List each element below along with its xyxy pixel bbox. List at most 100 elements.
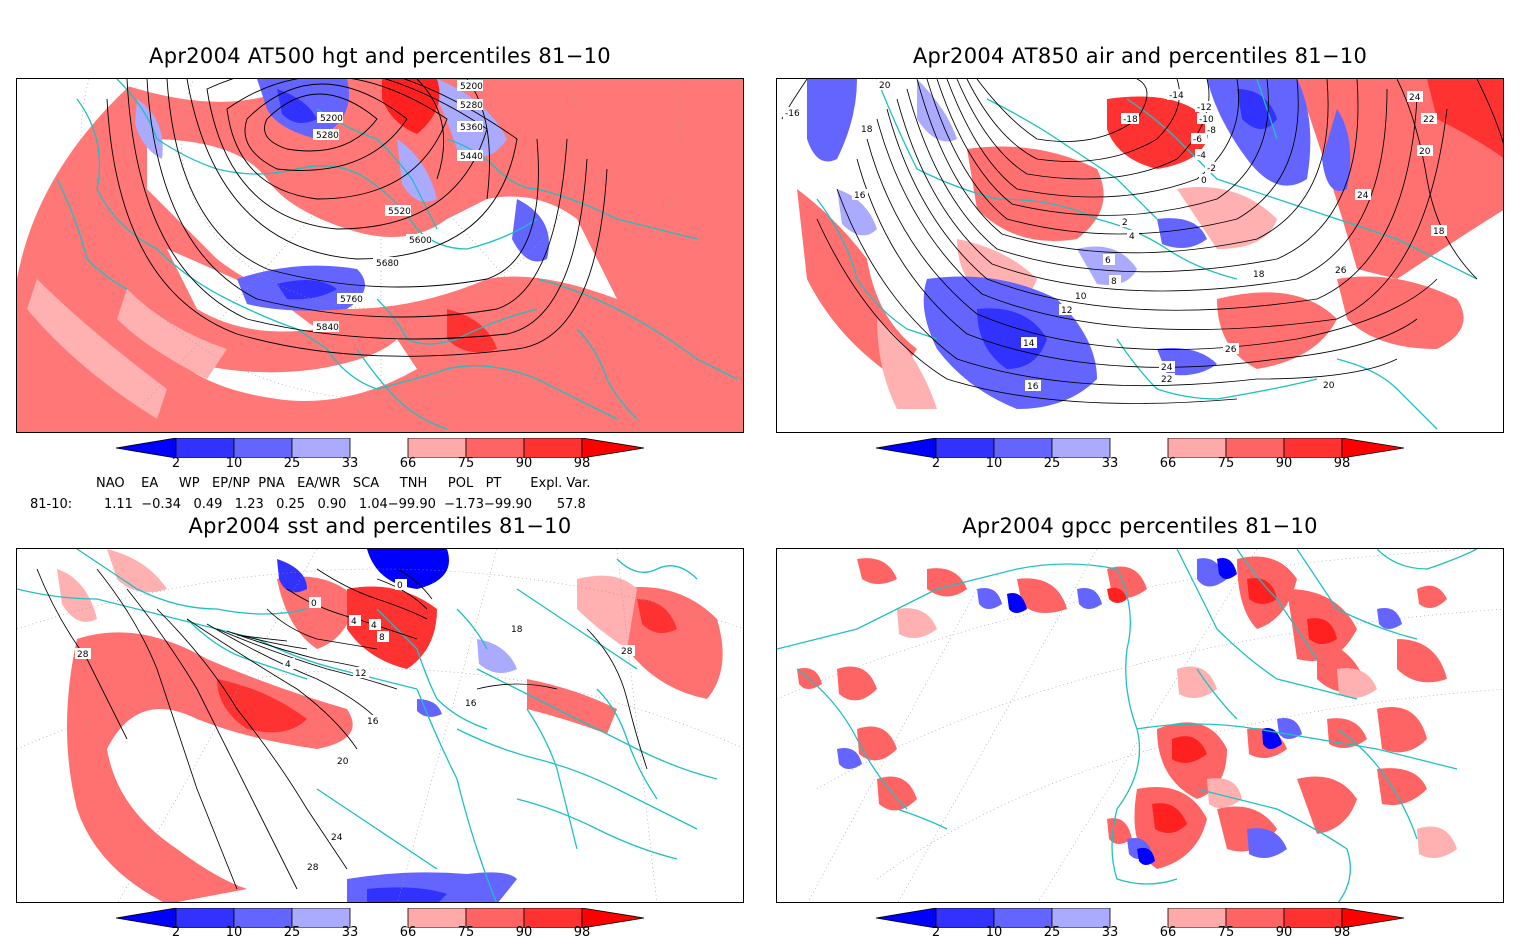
svg-text:-6: -6 xyxy=(1193,135,1202,145)
svg-text:18: 18 xyxy=(511,625,523,635)
contour-label-m2: -2 xyxy=(1205,162,1221,174)
colorbar-sst xyxy=(116,908,644,928)
svg-text:5360: 5360 xyxy=(460,123,483,133)
svg-text:5280: 5280 xyxy=(316,131,339,141)
colorbar-air850 xyxy=(876,438,1404,458)
contour-label-20b: 20 xyxy=(1321,379,1337,391)
contour-label-14: 14 xyxy=(1021,337,1037,349)
colorbar-sst-label-75: 75 xyxy=(457,925,475,940)
colorbar-hgt500-label-90: 90 xyxy=(515,456,533,471)
svg-text:10: 10 xyxy=(1075,292,1087,302)
svg-text:24: 24 xyxy=(1161,363,1173,373)
colorbar-hgt500-label-33: 33 xyxy=(341,456,359,471)
contour-label-22a: 22 xyxy=(1159,373,1175,385)
colorbar-gpcc-label-98: 98 xyxy=(1333,925,1351,940)
svg-text:28: 28 xyxy=(77,650,89,660)
colorbar-gpcc-label-2: 2 xyxy=(931,925,941,940)
panel-title-hgt500: Apr2004 AT500 hgt and percentiles 81−10 xyxy=(149,44,611,68)
svg-text:-12: -12 xyxy=(1197,103,1212,113)
svg-text:5200: 5200 xyxy=(460,82,483,92)
svg-text:16: 16 xyxy=(367,717,379,727)
colorbar-sst-label-66: 66 xyxy=(399,925,417,940)
sst-label-28a: 28 xyxy=(75,648,91,660)
sst-label-0a: 0 xyxy=(309,597,321,609)
contour-label-18c: 18 xyxy=(1431,225,1447,237)
svg-text:26: 26 xyxy=(1225,345,1237,355)
contour-label-m10: -10 xyxy=(1197,113,1215,125)
contour-label-10: 10 xyxy=(1073,290,1089,302)
svg-text:20: 20 xyxy=(1323,381,1335,391)
svg-text:14: 14 xyxy=(1023,339,1035,349)
contour-label-24c: 24 xyxy=(1407,91,1423,103)
colorbar-gpcc-label-33: 33 xyxy=(1101,925,1119,940)
svg-text:8: 8 xyxy=(1111,277,1117,287)
colorbar-hgt500-label-75: 75 xyxy=(457,456,475,471)
svg-text:4: 4 xyxy=(285,660,291,670)
svg-text:28: 28 xyxy=(307,863,319,873)
contour-label-5200-a: 5200 xyxy=(457,80,483,92)
svg-text:24: 24 xyxy=(1357,191,1369,201)
contour-label-18b: 18 xyxy=(1251,268,1267,280)
contour-label-m16: -16 xyxy=(783,107,801,119)
contour-label-5440: 5440 xyxy=(457,150,483,162)
contour-label-5760: 5760 xyxy=(337,293,363,305)
map-panel-hgt500: 5200 5280 5360 5440 5200 5280 5520 5600 … xyxy=(16,78,744,433)
indices-header: NAO EA WP EP/NP PNA EA/WR SCA TNH POL PT… xyxy=(96,476,591,491)
map-hgt500: 5200 5280 5360 5440 5200 5280 5520 5600 … xyxy=(17,79,743,432)
indices-row-label: 81-10: xyxy=(30,497,73,512)
svg-text:-10: -10 xyxy=(1199,115,1214,125)
svg-text:-4: -4 xyxy=(1197,151,1206,161)
svg-text:4: 4 xyxy=(1129,232,1135,242)
svg-text:0: 0 xyxy=(1201,176,1207,186)
contour-label-5520: 5520 xyxy=(385,205,411,217)
map-panel-sst: 28 0 0 4 4 8 4 12 16 20 24 28 16 18 28 xyxy=(16,548,744,903)
svg-text:5760: 5760 xyxy=(340,295,363,305)
svg-text:-18: -18 xyxy=(1123,115,1138,125)
colorbar-hgt500-label-98: 98 xyxy=(573,456,591,471)
contour-label-5360: 5360 xyxy=(457,121,483,133)
svg-text:2: 2 xyxy=(1122,218,1128,228)
svg-text:26: 26 xyxy=(1335,266,1347,276)
svg-text:20: 20 xyxy=(337,757,349,767)
sst-label-4a: 4 xyxy=(349,615,361,627)
colorbar-hgt500-label-10: 10 xyxy=(225,456,243,471)
map-panel-air850: -16 20 18 16 -14 -12 -10 -8 -6 -4 -2 0 2… xyxy=(776,78,1504,433)
sst-label-4b: 4 xyxy=(369,619,381,631)
contour-label-5840: 5840 xyxy=(313,321,339,333)
colorbar-sst-label-2: 2 xyxy=(171,925,181,940)
contour-label-18a: 18 xyxy=(859,123,875,135)
colorbar-gpcc-label-10: 10 xyxy=(985,925,1003,940)
contour-label-24a: 24 xyxy=(1159,361,1175,373)
contour-label-m14: -14 xyxy=(1167,89,1185,101)
svg-text:0: 0 xyxy=(311,599,317,609)
map-gpcc xyxy=(777,549,1503,902)
contour-label-20c: 20 xyxy=(1417,145,1433,157)
svg-text:20: 20 xyxy=(879,81,891,91)
contour-label-m12: -12 xyxy=(1195,101,1213,113)
svg-text:-8: -8 xyxy=(1207,126,1216,136)
contour-label-m8: -8 xyxy=(1205,124,1221,136)
svg-text:4: 4 xyxy=(371,621,377,631)
contour-label-16a: 16 xyxy=(852,189,868,201)
sst-label-28c: 28 xyxy=(619,645,635,657)
contour-label-22b: 22 xyxy=(1421,113,1437,125)
colorbar-air850-label-33: 33 xyxy=(1101,456,1119,471)
colorbar-air850-label-10: 10 xyxy=(985,456,1003,471)
contour-label-0: 0 xyxy=(1199,174,1211,186)
colorbar-hgt500-label-25: 25 xyxy=(283,456,301,471)
sst-label-0b: 0 xyxy=(395,579,407,591)
svg-text:20: 20 xyxy=(1419,147,1431,157)
contour-label-6: 6 xyxy=(1103,254,1115,266)
svg-text:24: 24 xyxy=(1409,93,1421,103)
svg-text:18: 18 xyxy=(1433,227,1445,237)
svg-text:24: 24 xyxy=(331,833,343,843)
svg-text:5840: 5840 xyxy=(316,323,339,333)
colorbar-gpcc-label-66: 66 xyxy=(1159,925,1177,940)
sst-label-20: 20 xyxy=(335,755,351,767)
contour-label-16b: 16 xyxy=(1025,380,1041,392)
colorbar-sst-label-98: 98 xyxy=(573,925,591,940)
svg-text:16: 16 xyxy=(854,191,866,201)
svg-text:22: 22 xyxy=(1423,115,1434,125)
svg-text:5280: 5280 xyxy=(460,101,483,111)
svg-text:-16: -16 xyxy=(785,109,800,119)
